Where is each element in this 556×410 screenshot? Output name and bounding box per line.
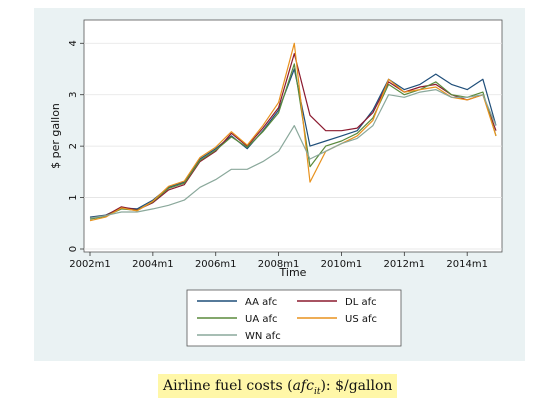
y-axis: 0 1 2 3 4 (68, 40, 84, 252)
y-tick-label: 3 (68, 92, 79, 98)
series-lines (89, 42, 497, 222)
caption-variable: afc (292, 378, 314, 394)
x-tick-label: 2008m1 (258, 259, 300, 270)
x-axis: 2002m1 2004m1 2006m1 2008m1 2010m1 2012m1 2014… (69, 252, 488, 270)
x-axis-label: Time (279, 266, 307, 279)
series-line-dl-afc (89, 52, 497, 219)
caption-text-end: ): $/gallon (320, 378, 393, 394)
fuel-cost-chart: 0 1 2 3 4 2002m1 2004m1 2006m1 2008m1 2010m1 2012… (49, 19, 503, 347)
y-tick-label: 4 (68, 40, 79, 46)
series-line-us-afc (89, 42, 497, 222)
x-tick-label: 2014m1 (446, 259, 488, 270)
series-line-wn-afc (89, 88, 497, 219)
legend-label: AA afc (245, 297, 277, 308)
x-tick-label: 2010m1 (321, 259, 363, 270)
y-tick-label: 2 (68, 143, 79, 149)
legend: AA afc DL afc UA afc US afc WN afc (186, 289, 402, 347)
chart-panel: 0 1 2 3 4 2002m1 2004m1 2006m1 2008m1 2010m1 2012… (34, 8, 525, 361)
plot-area (83, 19, 503, 253)
legend-label: UA afc (245, 314, 278, 325)
series-line-ua-afc (89, 63, 497, 220)
y-tick-label: 1 (68, 194, 79, 200)
x-tick-label: 2004m1 (132, 259, 174, 270)
y-axis-label: $ per gallon (49, 103, 62, 169)
y-tick-label: 0 (68, 246, 79, 252)
grid (84, 42, 502, 250)
x-tick-label: 2002m1 (69, 259, 111, 270)
legend-label: US afc (345, 314, 377, 325)
caption-variable-subscript: it (313, 386, 321, 397)
caption-text-start: Airline fuel costs ( (163, 378, 293, 394)
caption: Airline fuel costs (afcit): $/gallon (158, 374, 398, 398)
x-tick-label: 2012m1 (384, 259, 426, 270)
x-tick-label: 2006m1 (195, 259, 237, 270)
legend-label: DL afc (345, 297, 377, 308)
legend-label: WN afc (245, 331, 281, 342)
